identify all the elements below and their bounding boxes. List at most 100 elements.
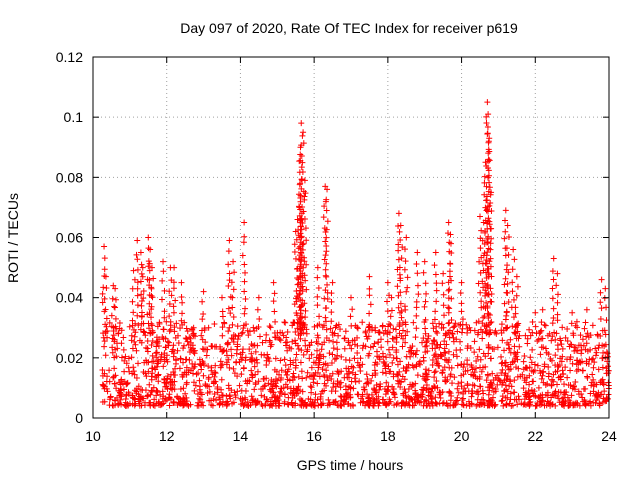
data-point — [221, 320, 228, 327]
data-point — [389, 335, 396, 342]
data-point — [396, 228, 403, 235]
data-point — [465, 398, 472, 405]
data-point — [225, 305, 232, 312]
data-point — [296, 291, 303, 298]
data-point — [552, 362, 559, 369]
data-point — [184, 338, 191, 345]
data-point — [377, 380, 384, 387]
data-point — [484, 281, 491, 288]
data-point — [486, 157, 493, 164]
data-point — [212, 362, 219, 369]
data-point — [488, 355, 495, 362]
data-point — [581, 325, 588, 332]
data-point — [298, 233, 305, 240]
data-point — [589, 355, 596, 362]
data-point — [488, 298, 495, 305]
data-point — [296, 181, 303, 188]
data-point — [109, 335, 116, 342]
data-point — [408, 347, 415, 354]
data-point — [300, 322, 307, 329]
data-point — [255, 378, 262, 385]
data-point — [598, 305, 605, 312]
data-point — [303, 348, 310, 355]
data-point — [425, 333, 432, 340]
data-point — [392, 326, 399, 333]
data-point — [198, 401, 205, 408]
data-point — [433, 377, 440, 384]
data-point — [241, 310, 248, 317]
data-point — [511, 389, 518, 396]
data-point — [488, 189, 495, 196]
data-point — [512, 310, 519, 317]
data-point — [395, 372, 402, 379]
data-point — [229, 304, 236, 311]
data-point — [179, 373, 186, 380]
data-point — [603, 317, 610, 324]
data-point — [554, 270, 561, 277]
data-point — [230, 313, 237, 320]
data-point — [487, 263, 494, 270]
data-point — [431, 337, 438, 344]
data-point — [579, 336, 586, 343]
data-point — [211, 321, 218, 328]
data-point — [299, 288, 306, 295]
data-point — [400, 327, 407, 334]
data-point — [147, 246, 154, 253]
data-point — [489, 394, 496, 401]
data-point — [357, 368, 364, 375]
data-point — [485, 156, 492, 163]
data-point — [230, 286, 237, 293]
data-point — [144, 348, 151, 355]
data-point — [292, 400, 299, 407]
data-point — [337, 402, 344, 409]
data-point — [502, 217, 508, 224]
data-point — [201, 346, 208, 353]
data-point — [436, 320, 443, 327]
data-point — [431, 262, 438, 269]
data-point — [487, 246, 494, 253]
data-point — [149, 294, 156, 301]
data-point — [323, 234, 330, 241]
data-point — [513, 364, 519, 371]
data-point — [167, 371, 174, 378]
data-point — [408, 396, 415, 403]
data-point — [194, 402, 201, 409]
data-point — [484, 130, 491, 137]
data-point — [240, 402, 247, 409]
data-point — [271, 394, 278, 401]
data-point — [415, 291, 422, 298]
data-point — [493, 330, 500, 337]
data-point — [334, 346, 341, 353]
data-point — [390, 386, 397, 393]
data-point — [522, 332, 529, 339]
data-point — [354, 334, 361, 341]
data-point — [180, 385, 187, 392]
data-point — [217, 364, 224, 371]
data-point — [401, 266, 408, 273]
data-point — [302, 307, 309, 314]
data-point — [106, 319, 113, 326]
data-point — [352, 371, 359, 378]
data-point — [395, 256, 402, 263]
data-point — [350, 385, 357, 392]
data-point — [509, 323, 516, 330]
data-point — [256, 333, 263, 340]
data-point — [298, 402, 305, 409]
data-point — [319, 366, 326, 373]
data-point — [382, 400, 389, 407]
data-point — [334, 381, 341, 388]
data-point — [197, 396, 204, 403]
data-point — [492, 401, 499, 408]
data-point — [338, 393, 345, 400]
data-point — [291, 392, 298, 399]
data-point — [311, 402, 318, 409]
data-point — [154, 389, 161, 396]
data-point — [187, 344, 194, 351]
data-point — [166, 391, 173, 398]
data-point — [504, 324, 511, 331]
data-point — [277, 329, 284, 336]
data-point — [380, 353, 387, 360]
data-point — [397, 222, 404, 229]
data-point — [230, 331, 237, 338]
